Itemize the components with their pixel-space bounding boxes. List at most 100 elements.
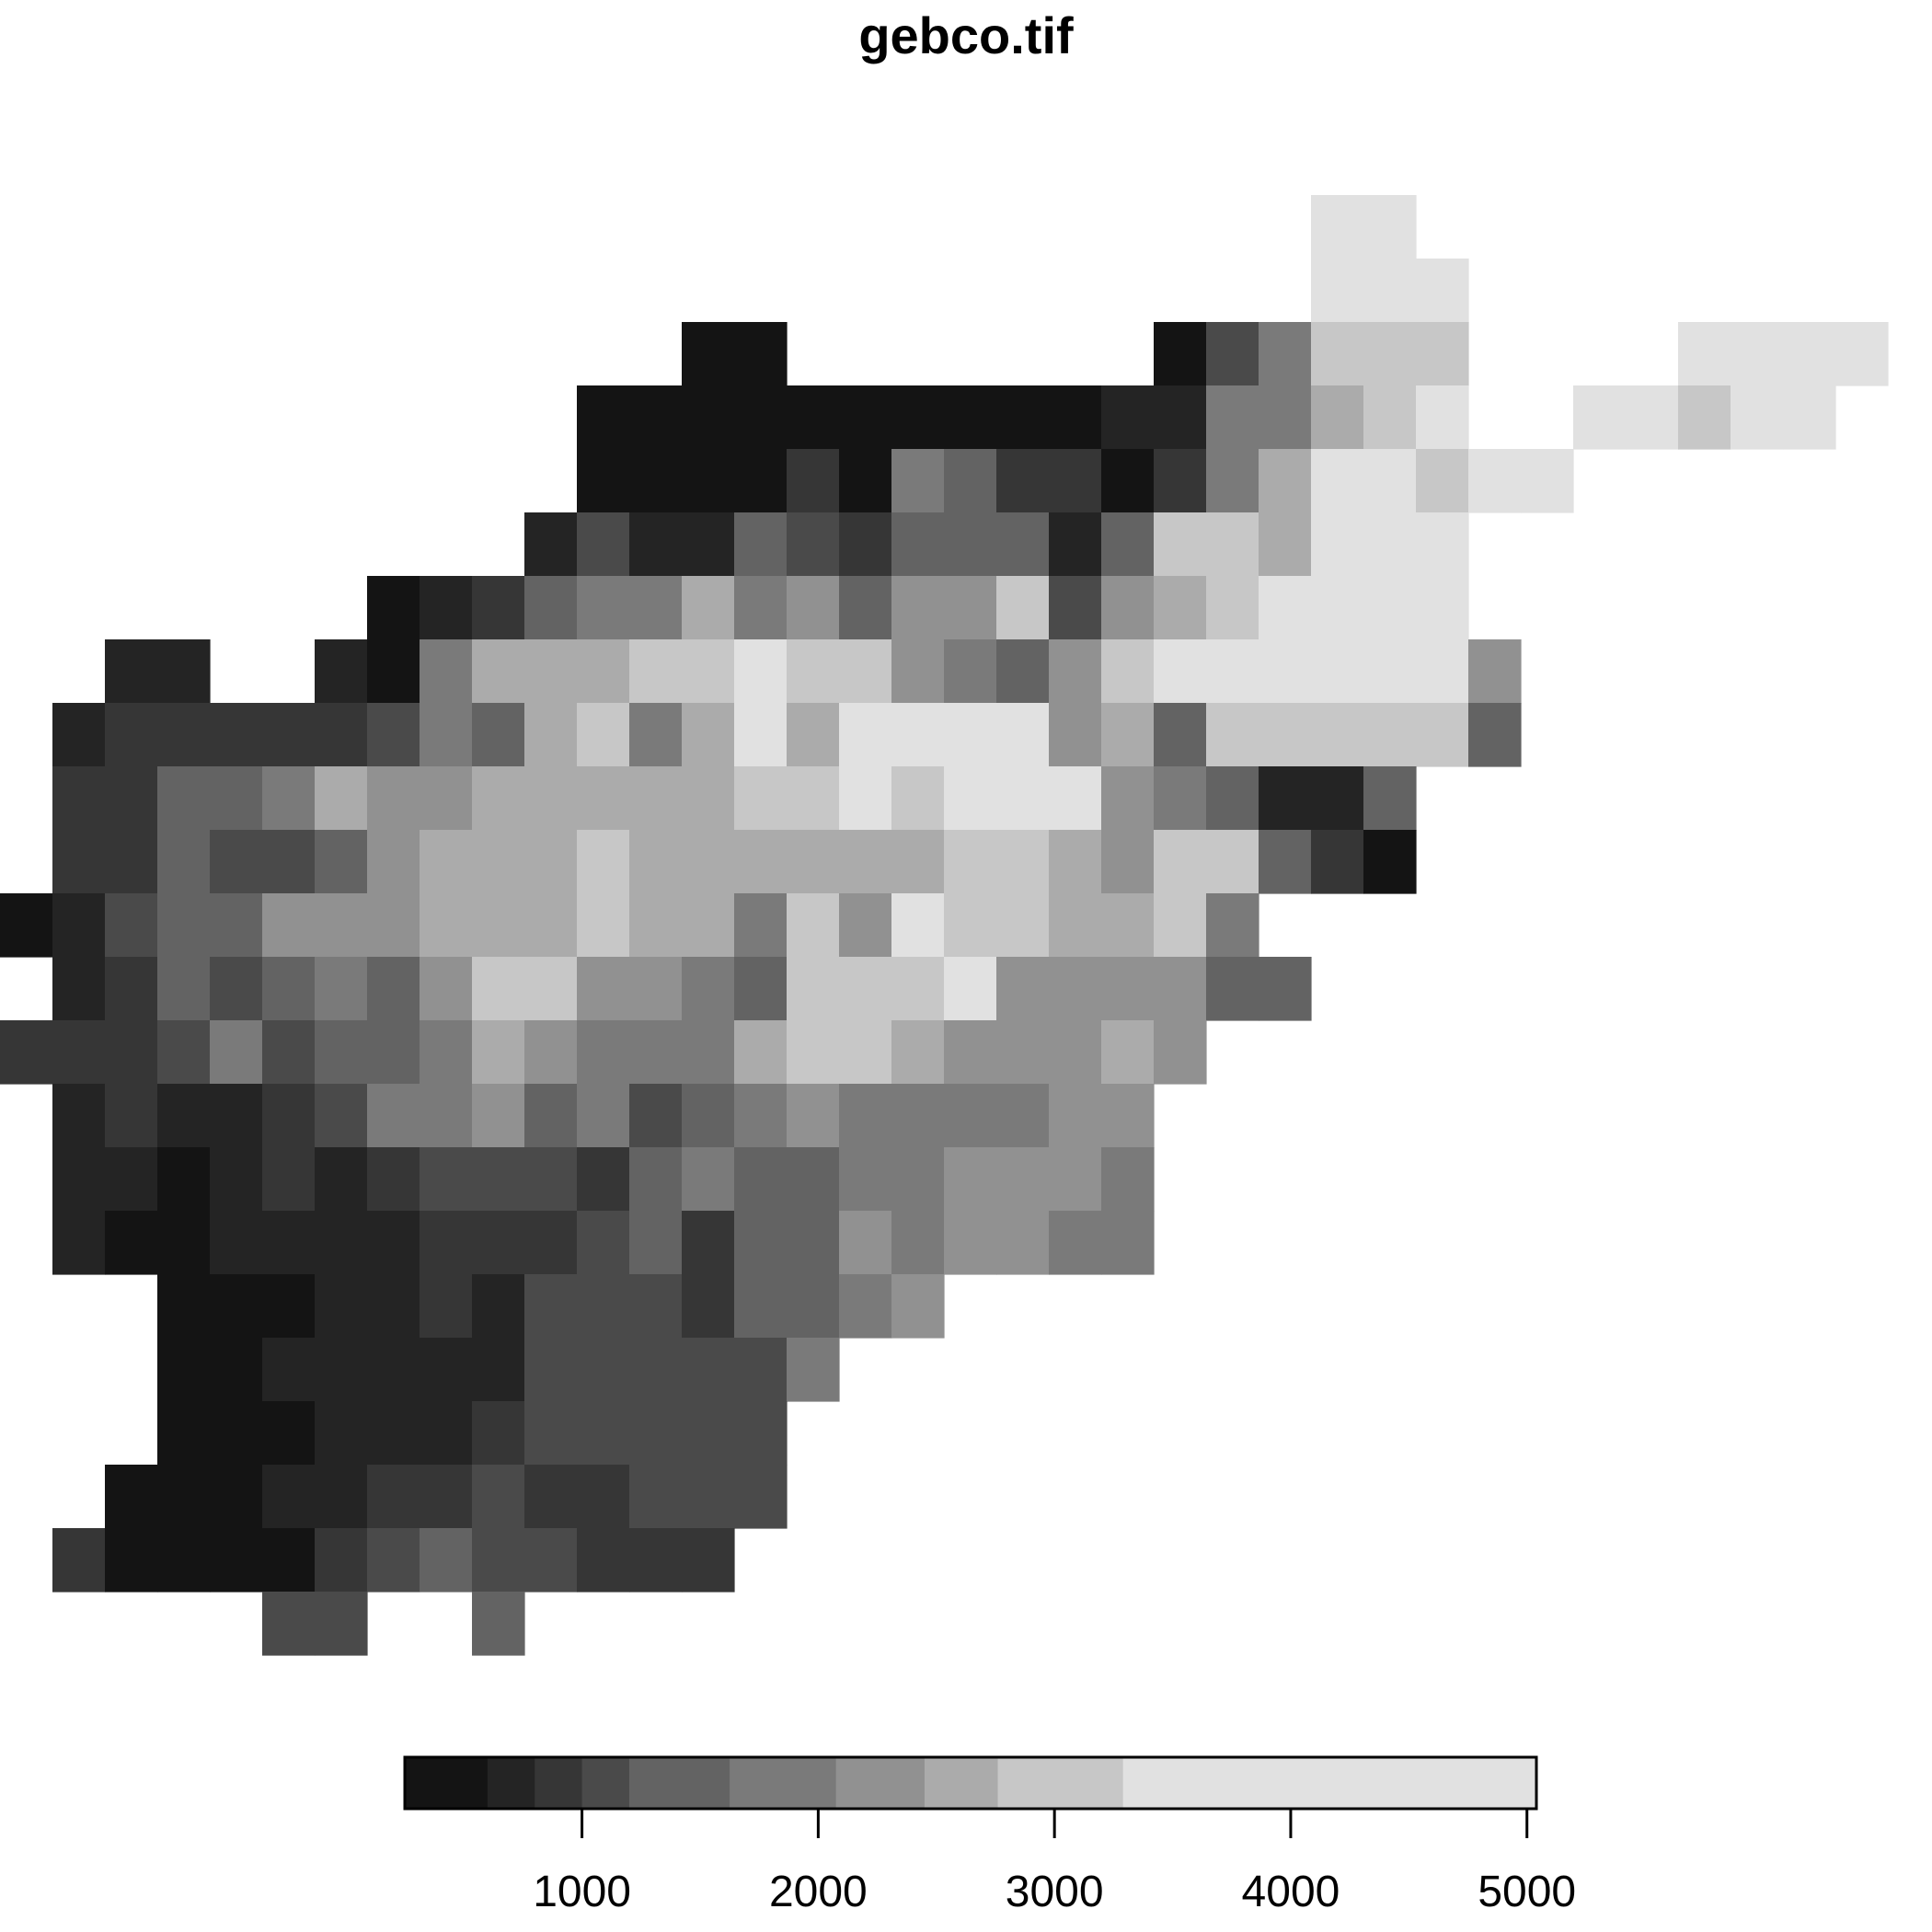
raster-cell bbox=[524, 1338, 578, 1402]
raster-cell bbox=[524, 1147, 578, 1212]
raster-cell bbox=[891, 1211, 945, 1275]
raster-cell bbox=[734, 512, 788, 577]
raster-cell bbox=[210, 1211, 263, 1275]
raster-cell bbox=[1206, 322, 1259, 386]
raster-cell bbox=[157, 1274, 211, 1339]
raster-cell bbox=[944, 576, 997, 640]
legend-tick-label: 2000 bbox=[769, 1868, 868, 1916]
raster-cell bbox=[787, 766, 840, 831]
raster-cell bbox=[367, 1211, 420, 1275]
raster-cell bbox=[52, 830, 106, 894]
raster-cell bbox=[420, 1020, 473, 1085]
raster-cell bbox=[734, 322, 788, 386]
raster-cell bbox=[420, 1084, 473, 1148]
raster-cell bbox=[996, 830, 1050, 894]
raster-cell bbox=[262, 1528, 316, 1593]
raster-cell bbox=[944, 830, 997, 894]
raster-cell bbox=[1311, 639, 1364, 704]
raster-cell bbox=[1101, 703, 1155, 767]
raster-cell bbox=[682, 1528, 735, 1593]
raster-cell bbox=[472, 576, 525, 640]
raster-cell bbox=[629, 639, 683, 704]
raster-cell bbox=[996, 639, 1050, 704]
raster-cell bbox=[105, 1528, 158, 1593]
raster-cell bbox=[1416, 703, 1469, 767]
raster-cell bbox=[577, 1020, 630, 1085]
raster-cell bbox=[787, 1211, 840, 1275]
raster-cell bbox=[1049, 1147, 1102, 1212]
raster-cell bbox=[734, 1274, 788, 1339]
raster-cell bbox=[524, 639, 578, 704]
raster-cell bbox=[1416, 576, 1469, 640]
raster-cell bbox=[1049, 957, 1102, 1021]
raster-cell bbox=[891, 893, 945, 958]
chart-title: gebco.tif bbox=[858, 6, 1074, 64]
raster-cell bbox=[262, 830, 316, 894]
raster-cell bbox=[629, 830, 683, 894]
raster-cell bbox=[420, 703, 473, 767]
raster-cell bbox=[577, 449, 630, 513]
raster-cell bbox=[157, 893, 211, 958]
raster-cell bbox=[52, 703, 106, 767]
raster-cell bbox=[787, 385, 840, 450]
raster-cell bbox=[315, 1465, 368, 1529]
raster-cell bbox=[1363, 576, 1417, 640]
raster-cell bbox=[157, 1401, 211, 1466]
legend-tick-label: 1000 bbox=[533, 1868, 631, 1916]
raster-cell bbox=[472, 703, 525, 767]
raster-cell bbox=[944, 385, 997, 450]
raster-cell bbox=[1363, 830, 1417, 894]
raster-cell bbox=[1154, 1020, 1207, 1085]
raster-cell bbox=[210, 830, 263, 894]
raster-cell bbox=[577, 385, 630, 450]
raster-cell bbox=[839, 1274, 892, 1339]
raster-cell bbox=[1206, 512, 1259, 577]
raster-cell bbox=[105, 957, 158, 1021]
raster-cell bbox=[1259, 322, 1312, 386]
raster-cell bbox=[315, 1084, 368, 1148]
raster-cell bbox=[1049, 1020, 1102, 1085]
raster-cell bbox=[157, 1020, 211, 1085]
raster-cell bbox=[682, 449, 735, 513]
raster-cell bbox=[157, 1147, 211, 1212]
raster-cell bbox=[472, 766, 525, 831]
raster-cell bbox=[944, 703, 997, 767]
raster-cell bbox=[1259, 957, 1312, 1021]
raster-cell bbox=[315, 1528, 368, 1593]
raster-cell bbox=[105, 830, 158, 894]
raster-cell bbox=[787, 512, 840, 577]
raster-cell bbox=[315, 1211, 368, 1275]
raster-cell bbox=[262, 1211, 316, 1275]
raster-cell bbox=[262, 703, 316, 767]
legend-swatch bbox=[487, 1757, 535, 1809]
raster-cell bbox=[682, 1338, 735, 1402]
raster-cell bbox=[367, 703, 420, 767]
legend-swatch bbox=[730, 1757, 837, 1809]
raster-cell bbox=[577, 1528, 630, 1593]
raster-cell bbox=[1101, 1147, 1155, 1212]
raster-cell bbox=[682, 830, 735, 894]
raster-cell bbox=[420, 1401, 473, 1466]
raster-cell bbox=[629, 703, 683, 767]
raster-cell bbox=[1154, 703, 1207, 767]
raster-cell bbox=[210, 703, 263, 767]
raster-cell bbox=[1206, 830, 1259, 894]
raster-cell bbox=[262, 1338, 316, 1402]
raster-cell bbox=[734, 576, 788, 640]
raster-cell bbox=[367, 576, 420, 640]
legend-swatch bbox=[628, 1757, 730, 1809]
raster-cell bbox=[262, 1147, 316, 1212]
raster-cell bbox=[210, 1084, 263, 1148]
raster-cell bbox=[105, 766, 158, 831]
raster-cell bbox=[1049, 830, 1102, 894]
raster-cell bbox=[1678, 322, 1731, 386]
legend-swatch bbox=[1122, 1757, 1537, 1809]
raster-cell bbox=[315, 1020, 368, 1085]
raster-cell bbox=[1259, 385, 1312, 450]
raster-cell bbox=[210, 1020, 263, 1085]
raster-cell bbox=[1573, 385, 1627, 450]
raster-cell bbox=[891, 385, 945, 450]
raster-cell bbox=[629, 385, 683, 450]
raster-cell bbox=[210, 1274, 263, 1339]
